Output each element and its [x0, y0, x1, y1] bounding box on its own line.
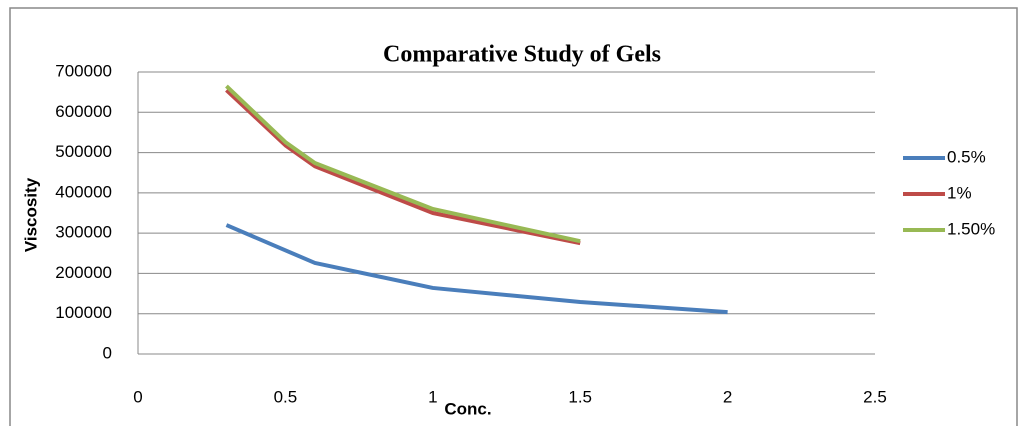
chart-title: Comparative Study of Gels	[383, 42, 661, 68]
line-series	[225, 84, 581, 244]
x-tick-label: 1	[428, 387, 437, 406]
y-tick-label: 200000	[55, 263, 112, 282]
x-tick-label: 0	[133, 387, 142, 406]
legend-label: 1.50%	[947, 219, 995, 238]
y-tick-label: 500000	[55, 142, 112, 161]
x-tick-label: 2.5	[863, 387, 887, 406]
x-tick-label: 0.5	[274, 387, 298, 406]
legend-label: 0.5%	[947, 147, 986, 166]
x-tick-label: 2	[723, 387, 732, 406]
y-tick-label: 400000	[55, 182, 112, 201]
line-series	[225, 88, 581, 246]
line-series	[225, 223, 728, 315]
y-tick-label: 600000	[55, 102, 112, 121]
y-tick-label: 0	[103, 343, 112, 362]
y-tick-label: 300000	[55, 223, 112, 242]
x-axis-title: Conc.	[444, 399, 491, 418]
y-tick-label: 700000	[55, 61, 112, 80]
y-axis-title: Viscosity	[21, 177, 40, 252]
legend-label: 1%	[947, 183, 972, 202]
x-tick-label: 1.5	[568, 387, 592, 406]
y-tick-label: 100000	[55, 303, 112, 322]
chart-border	[9, 7, 1018, 426]
